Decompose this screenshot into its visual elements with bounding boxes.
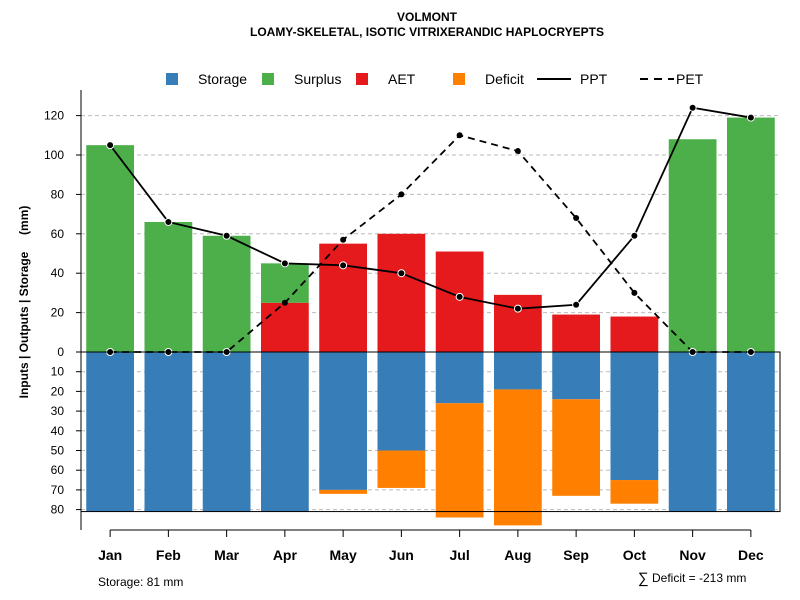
pet-point xyxy=(573,215,580,222)
x-tick-label: Oct xyxy=(623,547,647,563)
ppt-point xyxy=(513,304,522,313)
y-tick-label: 40 xyxy=(51,266,65,280)
deficit-bar xyxy=(319,489,368,494)
legend-swatch-aet xyxy=(356,73,368,85)
legend-swatch-deficit xyxy=(453,73,465,85)
storage-bar xyxy=(202,352,251,512)
legend-label-aet: AET xyxy=(388,71,416,87)
legend-label-ppt: PPT xyxy=(580,71,608,87)
ppt-point xyxy=(572,300,581,309)
axes: 120 100 80 60 40 20 0 10 20 30 40 50 60 70 80 Jan Feb Mar… xyxy=(44,90,781,563)
pet-point xyxy=(631,289,638,296)
legend-label-surplus: Surplus xyxy=(294,71,341,87)
y-tick-label: 70 xyxy=(51,483,65,497)
ppt-point xyxy=(688,103,697,112)
legend-swatch-storage xyxy=(166,73,178,85)
x-tick-label: Mar xyxy=(214,547,239,563)
storage-bar xyxy=(726,352,775,512)
y-tick-label: 20 xyxy=(51,384,65,398)
storage-bar xyxy=(86,352,135,512)
y-tick-label: 60 xyxy=(51,463,65,477)
aet-bar xyxy=(435,251,484,352)
storage-bar xyxy=(668,352,717,512)
gridlines xyxy=(81,115,780,511)
aet-bar xyxy=(319,243,368,352)
aet-bar xyxy=(377,233,426,352)
surplus-bar xyxy=(202,235,251,352)
chart-title: VOLMONT xyxy=(397,10,458,24)
pet-point xyxy=(398,191,405,198)
y-tick-label: 60 xyxy=(51,227,65,241)
ppt-point xyxy=(630,231,639,240)
deficit-bar xyxy=(493,389,542,526)
y-tick-label: 50 xyxy=(51,444,65,458)
surplus-bar xyxy=(86,145,135,352)
y-tick-label: 0 xyxy=(57,345,64,359)
pet-point xyxy=(514,148,521,155)
sum-symbol: ∑ xyxy=(638,570,649,587)
storage-annotation: Storage: 81 mm xyxy=(98,575,183,589)
deficit-bar xyxy=(610,480,659,504)
chart-subtitle: LOAMY-SKELETAL, ISOTIC VITRIXERANDIC HAP… xyxy=(250,25,604,39)
storage-bar xyxy=(435,352,484,404)
x-tick-label: Apr xyxy=(273,547,298,563)
surplus-bar xyxy=(726,117,775,352)
pet-point xyxy=(456,132,463,139)
ppt-point xyxy=(746,113,755,122)
ppt-point xyxy=(455,292,464,301)
legend-swatch-surplus xyxy=(262,73,274,85)
bars xyxy=(86,117,775,526)
x-tick-label: May xyxy=(330,547,357,563)
storage-bar xyxy=(493,352,542,390)
legend-label-storage: Storage xyxy=(198,71,247,87)
aet-bar xyxy=(493,294,542,352)
x-tick-label: Sep xyxy=(563,547,589,563)
y-tick-label: 80 xyxy=(51,503,65,517)
storage-bar xyxy=(377,352,426,451)
x-tick-label: Aug xyxy=(504,547,531,563)
legend: Storage Surplus AET Deficit PPT PET xyxy=(166,71,704,87)
surplus-bar xyxy=(668,139,717,352)
aet-bar xyxy=(260,302,309,352)
ppt-point xyxy=(339,261,348,270)
storage-bar xyxy=(552,352,601,400)
ppt-line xyxy=(109,106,752,310)
deficit-bar xyxy=(377,450,426,488)
storage-bar xyxy=(144,352,193,512)
x-tick-label: Jul xyxy=(450,547,470,563)
y-tick-label: 20 xyxy=(51,306,65,320)
storage-bar xyxy=(610,352,659,481)
x-tick-label: Feb xyxy=(156,547,181,563)
y-tick-label: 10 xyxy=(51,365,65,379)
y-tick-label: 100 xyxy=(44,148,64,162)
legend-label-pet: PET xyxy=(676,71,704,87)
x-tick-label: Nov xyxy=(679,547,706,563)
deficit-bar xyxy=(552,399,601,496)
legend-label-deficit: Deficit xyxy=(485,71,524,87)
aet-bar xyxy=(552,314,601,352)
ppt-point xyxy=(164,217,173,226)
aet-bar xyxy=(610,316,659,352)
storage-bar xyxy=(260,352,309,512)
pet-point xyxy=(340,236,347,243)
y-tick-label: 30 xyxy=(51,404,65,418)
ppt-point xyxy=(397,269,406,278)
y-tick-label: 120 xyxy=(44,109,64,123)
pet-point xyxy=(281,299,288,306)
y-axis-label: Inputs | Outputs | Storage (mm) xyxy=(17,206,31,399)
storage-bar xyxy=(319,352,368,490)
x-tick-label: Dec xyxy=(738,547,764,563)
y-tick-label: 40 xyxy=(51,424,65,438)
ppt-point xyxy=(222,231,231,240)
surplus-bar xyxy=(144,221,193,352)
surplus-bar xyxy=(260,263,309,303)
deficit-bar xyxy=(435,403,484,518)
y-tick-label: 80 xyxy=(51,187,65,201)
ppt-point xyxy=(280,259,289,268)
x-tick-label: Jun xyxy=(389,547,414,563)
x-tick-label: Jan xyxy=(98,547,122,563)
ppt-point xyxy=(106,141,115,150)
deficit-annotation: Deficit = -213 mm xyxy=(652,571,746,585)
